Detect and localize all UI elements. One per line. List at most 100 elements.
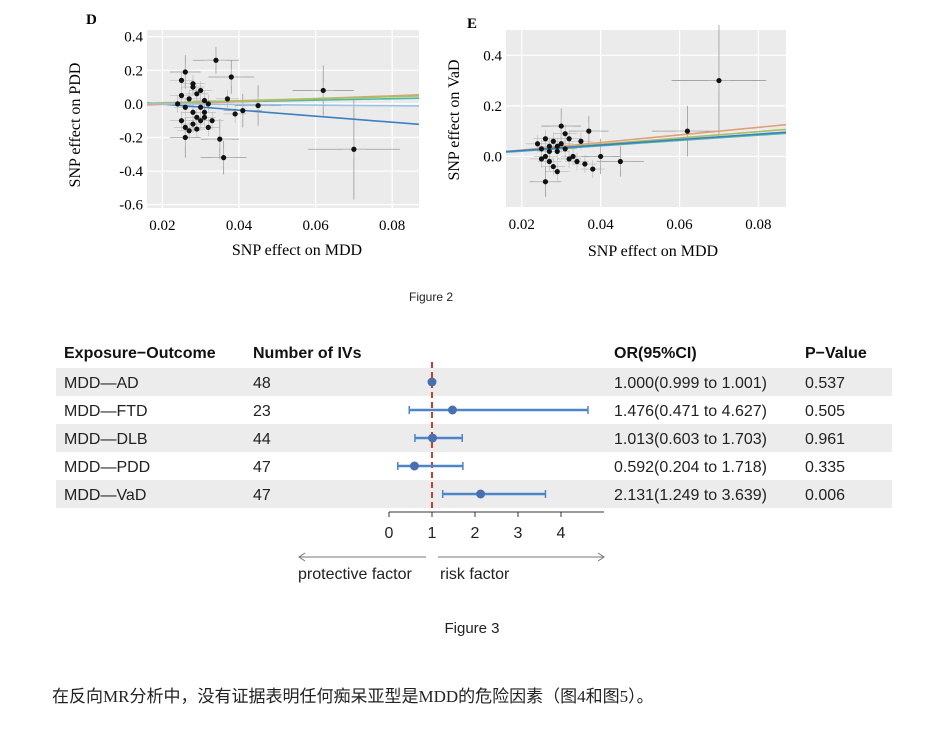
data-point: [205, 124, 211, 130]
data-point: [534, 141, 541, 147]
y-tick-label: 0.0: [483, 149, 502, 165]
y-tick-label: 0.4: [124, 30, 143, 46]
data-point: [194, 126, 200, 132]
forest-x-axis: 0 1 2 3 4: [385, 511, 604, 542]
data-point: [542, 153, 549, 160]
forest-plot: Exposure−Outcome Number of IVs OR(95%CI) P−…: [56, 345, 892, 583]
risk-factor-label: risk factor: [440, 566, 510, 583]
protective-arrow-head: [298, 552, 306, 562]
data-point: [546, 158, 552, 165]
data-point: [562, 146, 568, 152]
points-e: [534, 77, 722, 185]
data-point: [232, 111, 238, 117]
table-cell: 0.961: [805, 431, 845, 448]
data-point: [198, 118, 204, 124]
column-header: OR(95%CI): [614, 345, 697, 362]
data-point: [205, 101, 211, 107]
scatter-panel-d: D 0.02 0.04 0.06 0.08 0.4 0.2 0.0 -0.2 -0.4 -0.6…: [67, 12, 420, 259]
data-point: [194, 91, 200, 97]
regression-line: [505, 123, 787, 153]
data-point: [546, 148, 552, 154]
y-tick-label: 0.2: [124, 63, 143, 79]
regression-line: [146, 102, 420, 107]
x-axis-label-d: SNP effect on MDD: [232, 242, 362, 259]
data-point: [178, 92, 185, 99]
regression-lines-e: [505, 123, 787, 153]
data-point: [182, 134, 188, 141]
data-point: [570, 153, 576, 160]
data-point: [209, 118, 215, 124]
table-cell: 47: [253, 487, 271, 504]
data-point: [186, 128, 192, 134]
data-point: [538, 146, 545, 152]
table-cell: 0.335: [805, 459, 845, 476]
data-point: [716, 77, 722, 84]
data-point: [550, 138, 556, 144]
y-tick-label: 0.4: [483, 48, 502, 64]
forest-tick-label: 4: [557, 525, 566, 542]
x-tick-label: 0.04: [588, 217, 615, 233]
regression-line: [505, 131, 787, 153]
panel-label-e: E: [467, 16, 477, 32]
table-cell: 44: [253, 431, 271, 448]
direction-arrows: protective factor risk factor: [298, 552, 605, 583]
x-tick-label: 0.08: [379, 218, 405, 234]
table-cell: MDD—PDD: [64, 459, 150, 476]
figure-2-label: Figure 2: [409, 290, 453, 304]
or-point: [427, 377, 437, 387]
panel-label-d: D: [86, 12, 97, 28]
data-point: [558, 123, 564, 129]
data-point: [554, 169, 560, 175]
data-point: [578, 138, 584, 144]
y-axis-label-e: SNP effect on VaD: [446, 59, 463, 180]
data-point: [320, 87, 326, 94]
data-point: [590, 166, 596, 172]
data-point: [194, 114, 200, 120]
y-tick-label: 0.2: [483, 99, 502, 115]
table-rows: MDD—AD 48 1.000(0.999 to 1.001) 0.537 MDD—FT…: [64, 375, 845, 504]
data-point: [213, 57, 219, 63]
x-tick-label: 0.02: [149, 218, 175, 234]
data-point: [182, 124, 188, 130]
forest-tick-label: 1: [428, 525, 437, 542]
table-cell: 23: [253, 403, 271, 420]
data-point: [190, 81, 196, 87]
table-header: Exposure−Outcome Number of IVs OR(95%CI) P−…: [64, 345, 867, 362]
table-cell: MDD—FTD: [64, 403, 148, 420]
x-tick-label: 0.06: [666, 217, 693, 233]
or-point: [428, 433, 438, 443]
data-point: [228, 74, 234, 80]
data-point: [240, 108, 246, 114]
x-tick-label: 0.02: [509, 217, 535, 233]
regression-line: [146, 102, 420, 126]
table-cell: 0.006: [805, 487, 845, 504]
table-cell: MDD—VaD: [64, 487, 146, 504]
x-tick-labels-e: 0.02 0.04 0.06 0.08: [509, 217, 772, 233]
forest-tick-label: 2: [471, 525, 480, 542]
or-point: [476, 489, 486, 499]
table-cell: 1.000(0.999 to 1.001): [614, 375, 767, 392]
or-point: [447, 405, 457, 415]
x-tick-label: 0.04: [226, 218, 253, 234]
column-header: Number of IVs: [253, 345, 362, 362]
protective-factor-label: protective factor: [298, 566, 413, 583]
regression-lines-d: [146, 94, 420, 126]
table-cell: 0.505: [805, 403, 845, 420]
y-tick-labels-d: 0.4 0.2 0.0 -0.2 -0.4 -0.6: [119, 30, 143, 214]
points-d: [175, 57, 357, 161]
data-point: [598, 153, 604, 160]
y-tick-label: -0.6: [119, 198, 143, 214]
data-point: [554, 148, 560, 154]
x-tick-label: 0.08: [745, 217, 771, 233]
data-point: [550, 163, 556, 170]
data-point: [684, 128, 691, 134]
data-point: [542, 136, 549, 142]
data-point: [182, 104, 188, 110]
risk-arrow-head: [597, 552, 605, 562]
scatter-panel-e: E 0.02 0.04 0.06 0.08 0.4 0.2 0.0 SNP effect …: [446, 16, 787, 260]
regression-line: [146, 95, 420, 104]
data-point: [538, 156, 545, 162]
x-axis-label-e: SNP effect on MDD: [588, 243, 718, 260]
data-point: [201, 97, 208, 104]
